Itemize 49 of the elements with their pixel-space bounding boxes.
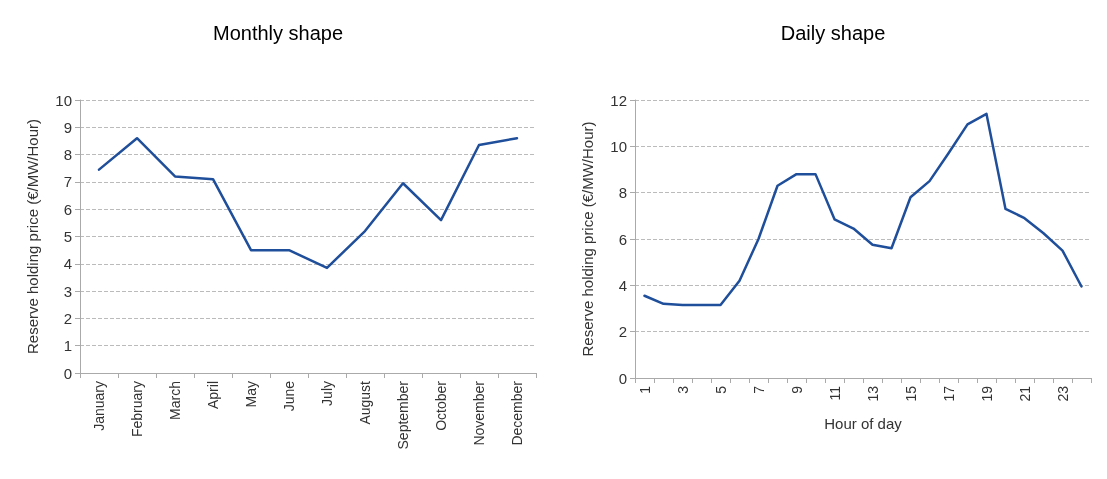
y-tick-label: 0 — [618, 369, 627, 387]
chart-title: Monthly shape — [212, 22, 344, 44]
x-tick-label: May — [243, 381, 259, 408]
x-tick-label: November — [471, 380, 487, 446]
y-tick-label: 2 — [63, 309, 72, 327]
y-tick-label: 7 — [63, 173, 72, 191]
chart-title: Daily shape — [780, 22, 886, 44]
y-tick-label: 4 — [618, 276, 627, 294]
x-tick-label: 1 — [636, 385, 653, 394]
x-tick-label: 3 — [674, 385, 691, 394]
y-tick-label: 10 — [610, 137, 627, 155]
x-tick-label: September — [395, 380, 411, 450]
y-tick-label: 1 — [63, 337, 72, 355]
x-tick-label: 13 — [864, 385, 881, 402]
x-tick-label: 7 — [750, 385, 767, 394]
x-tick-label: 9 — [788, 385, 805, 394]
line-series — [643, 112, 1083, 307]
x-tick-label: 17 — [940, 385, 957, 402]
x-tick-label: 21 — [1016, 385, 1033, 402]
x-tick-label: January — [91, 381, 107, 431]
x-tick-label: April — [205, 381, 221, 410]
y-tick-label: 0 — [63, 364, 72, 382]
y-tick-label: 9 — [63, 118, 72, 136]
y-tick-label: 6 — [63, 200, 72, 218]
y-tick-label: 5 — [63, 228, 72, 245]
x-tick-label: 11 — [826, 385, 843, 401]
y-tick-label: 8 — [63, 146, 72, 164]
y-tick-label: 4 — [63, 255, 72, 273]
y-tick-label: 6 — [618, 230, 627, 248]
line-series — [97, 136, 519, 270]
x-tick-label: 5 — [712, 385, 729, 394]
x-tick-label: June — [281, 380, 297, 412]
x-tick-label: October — [433, 380, 449, 431]
x-tick-label: July — [319, 381, 335, 406]
y-tick-label: 12 — [610, 91, 627, 109]
x-tick-label: 15 — [902, 385, 919, 402]
x-tick-label: December — [509, 380, 525, 446]
x-axis-title: Hour of day — [824, 415, 903, 432]
y-tick-label: 2 — [618, 323, 627, 341]
y-axis-title: Reserve holding price (€/MW/Hour) — [579, 121, 596, 357]
x-tick-label: August — [357, 380, 373, 425]
y-tick-label: 8 — [618, 184, 627, 202]
x-tick-label: 19 — [978, 385, 995, 402]
y-tick-label: 10 — [55, 91, 72, 109]
x-tick-label: February — [129, 381, 145, 438]
x-tick-label: March — [167, 381, 183, 420]
y-axis-title: Reserve holding price (€/MW/Hour) — [24, 118, 41, 355]
x-tick-label: 23 — [1054, 385, 1071, 402]
y-tick-label: 3 — [63, 282, 72, 300]
